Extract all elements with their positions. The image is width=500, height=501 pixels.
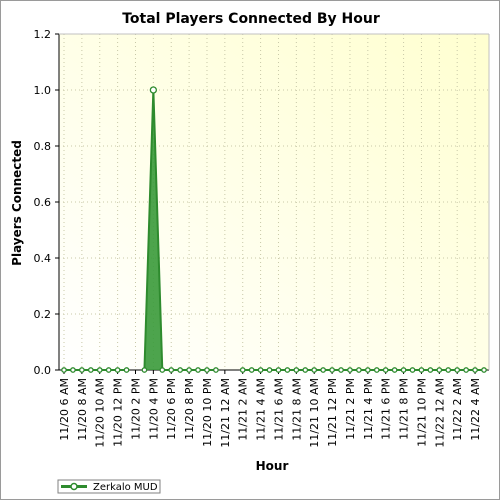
x-tick-label: 11/20 8 AM bbox=[76, 378, 89, 441]
y-tick-label: 0.6 bbox=[34, 196, 52, 209]
data-point bbox=[257, 367, 264, 373]
data-point bbox=[168, 367, 175, 373]
data-point bbox=[105, 367, 112, 373]
plot-area bbox=[59, 34, 489, 370]
x-tick-label: 11/21 10 AM bbox=[308, 378, 321, 448]
data-point bbox=[159, 367, 166, 373]
data-point bbox=[114, 367, 121, 373]
x-tick-label: 11/21 4 AM bbox=[255, 378, 268, 441]
data-point bbox=[347, 367, 353, 373]
x-tick-label: 11/22 12 AM bbox=[433, 378, 446, 448]
data-point bbox=[79, 367, 85, 373]
data-point bbox=[364, 367, 371, 373]
data-point bbox=[70, 367, 76, 373]
x-tick-label: 11/21 6 AM bbox=[272, 378, 285, 441]
y-tick-label: 0.2 bbox=[34, 308, 52, 321]
y-axis-label: Players Connected bbox=[10, 140, 24, 266]
data-point bbox=[400, 367, 407, 373]
x-tick-label: 11/20 6 PM bbox=[165, 378, 178, 440]
data-point bbox=[391, 367, 398, 373]
data-point bbox=[177, 367, 184, 373]
x-tick-label: 11/21 10 PM bbox=[415, 378, 428, 447]
data-point bbox=[356, 367, 362, 373]
data-point bbox=[149, 86, 158, 94]
data-point bbox=[472, 367, 478, 373]
data-point bbox=[204, 367, 210, 373]
data-point bbox=[445, 367, 452, 373]
x-tick-label: 11/21 2 AM bbox=[237, 378, 250, 441]
x-tick-label: 11/21 12 AM bbox=[219, 378, 232, 448]
data-point bbox=[302, 367, 309, 373]
legend-box bbox=[57, 479, 161, 494]
x-tick-label: 11/20 12 PM bbox=[112, 378, 125, 447]
x-axis-label: Hour bbox=[256, 459, 289, 473]
data-point bbox=[481, 367, 487, 373]
y-tick-label: 0.4 bbox=[34, 252, 52, 265]
data-point bbox=[293, 367, 300, 373]
x-tick-label: 11/21 8 AM bbox=[290, 378, 303, 441]
data-point bbox=[141, 367, 148, 373]
x-tick-label: 11/21 4 PM bbox=[362, 378, 375, 440]
series-area bbox=[144, 90, 216, 370]
data-point bbox=[463, 367, 469, 373]
data-point bbox=[96, 367, 103, 373]
y-tick-label: 1.0 bbox=[34, 84, 52, 97]
data-point bbox=[338, 367, 344, 373]
data-point bbox=[123, 367, 130, 373]
data-point bbox=[195, 367, 201, 373]
series-0 bbox=[61, 86, 487, 373]
x-tick-label: 11/20 10 AM bbox=[94, 378, 107, 448]
x-tick-label: 11/20 4 PM bbox=[147, 378, 160, 440]
data-point bbox=[329, 367, 335, 373]
x-tick-label: 11/21 8 PM bbox=[398, 378, 411, 440]
y-tick-label: 0.8 bbox=[34, 140, 52, 153]
data-point bbox=[284, 367, 291, 373]
x-tick-label: 11/21 2 PM bbox=[344, 378, 357, 440]
x-tick-label: 11/20 8 PM bbox=[183, 378, 196, 440]
data-point bbox=[320, 367, 326, 373]
data-point bbox=[266, 367, 273, 373]
data-point bbox=[409, 367, 416, 373]
x-tick-label: 11/20 2 PM bbox=[129, 378, 142, 440]
data-point bbox=[87, 367, 94, 373]
data-point bbox=[275, 367, 282, 373]
data-point bbox=[454, 367, 461, 373]
x-tick-label: 11/21 6 PM bbox=[380, 378, 393, 440]
data-point bbox=[436, 367, 443, 373]
legend-swatch-marker bbox=[70, 482, 78, 491]
x-tick-label: 11/22 4 AM bbox=[469, 378, 482, 441]
data-point bbox=[311, 367, 318, 373]
x-tick-label: 11/22 2 AM bbox=[451, 378, 464, 441]
chart-title: Total Players Connected By Hour bbox=[122, 11, 380, 27]
x-tick-label: 11/21 12 PM bbox=[326, 378, 339, 447]
legend: Zerkalo MUD bbox=[57, 479, 161, 494]
data-point bbox=[418, 367, 425, 373]
data-point bbox=[61, 367, 67, 373]
data-point bbox=[427, 367, 434, 373]
legend-entry-label: Zerkalo MUD bbox=[93, 482, 158, 493]
data-point bbox=[239, 367, 246, 373]
data-point bbox=[373, 367, 380, 373]
data-point bbox=[382, 367, 389, 373]
y-tick-label: 0.0 bbox=[34, 364, 52, 377]
y-tick-label: 1.2 bbox=[34, 28, 52, 41]
data-point bbox=[186, 367, 192, 373]
x-tick-label: 11/20 10 PM bbox=[201, 378, 214, 447]
data-point bbox=[213, 367, 219, 373]
x-tick-label: 11/20 6 AM bbox=[58, 378, 71, 441]
data-point bbox=[248, 367, 255, 373]
